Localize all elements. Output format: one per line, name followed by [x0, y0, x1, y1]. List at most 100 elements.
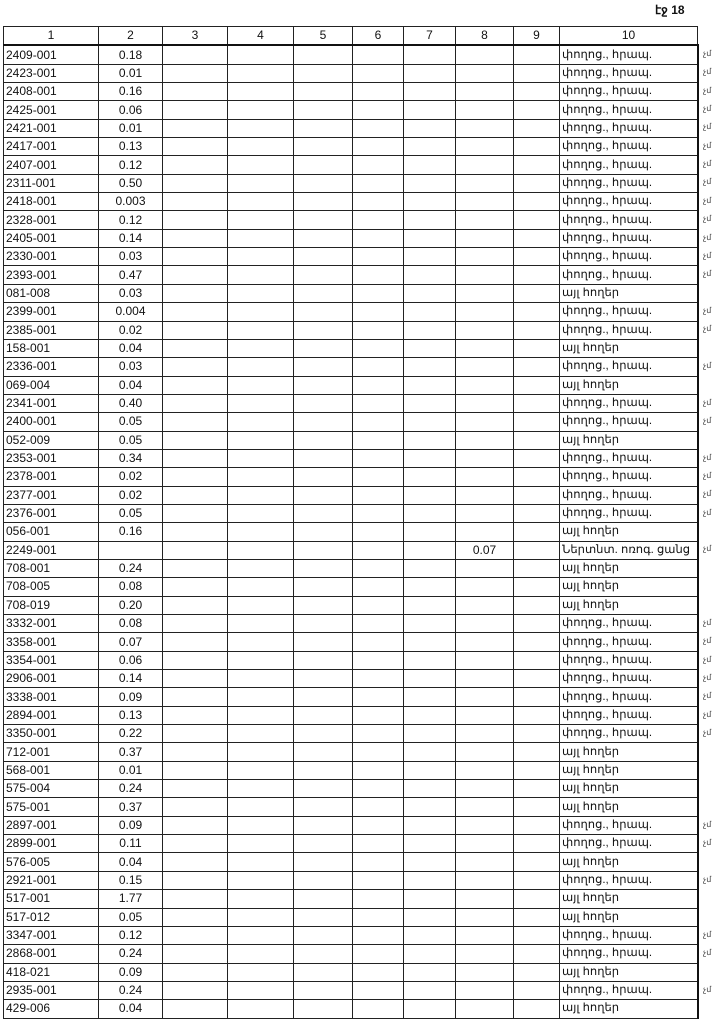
empty-cell [352, 485, 404, 505]
empty-cell [162, 467, 228, 487]
area-cell: 0.04 [98, 375, 163, 395]
empty-cell [227, 357, 294, 377]
empty-cell [513, 540, 560, 560]
land-type-cell: փողոց., հրապ. [559, 173, 699, 194]
empty-cell [352, 834, 404, 854]
area-cell: 0.18 [98, 44, 163, 65]
empty-cell [352, 999, 404, 1019]
value-cell [455, 613, 514, 634]
land-type-cell: փողոց., հրապ. [559, 815, 699, 836]
table-row: 2341-001 0.40 փողոց., հրապ. [3, 393, 699, 414]
area-cell: 0.13 [98, 705, 163, 726]
empty-cell [513, 779, 560, 799]
empty-cell [513, 485, 560, 505]
empty-cell [162, 815, 228, 836]
empty-cell [162, 155, 228, 175]
value-cell [455, 999, 514, 1019]
land-type-cell: փողոց., հրապ. [559, 228, 699, 249]
empty-cell [293, 760, 353, 781]
value-cell [455, 137, 514, 157]
land-type-cell: այլ հողեր [559, 375, 699, 395]
empty-cell [513, 63, 560, 84]
land-type-cell: այլ հողեր [559, 595, 699, 616]
empty-cell [513, 742, 560, 762]
parcel-code-cell: 2353-001 [3, 448, 99, 469]
empty-cell [162, 137, 228, 157]
land-type-cell: այլ հողեր [559, 889, 699, 909]
empty-cell [227, 283, 294, 304]
empty-cell [227, 724, 294, 744]
empty-cell [513, 834, 560, 854]
value-cell [455, 834, 514, 854]
table-row: 2353-001 0.34 փողոց., հրապ. [3, 448, 699, 469]
value-cell [455, 485, 514, 505]
table-row: 2405-001 0.14 փողոց., հրապ. [3, 228, 699, 249]
empty-cell [293, 393, 353, 414]
empty-cell [227, 687, 294, 707]
empty-cell [513, 650, 560, 671]
empty-cell [352, 632, 404, 652]
value-cell [455, 889, 514, 909]
parcel-code-cell: 069-004 [3, 375, 99, 395]
parcel-code-cell: 517-012 [3, 907, 99, 927]
empty-cell [162, 760, 228, 781]
margin-mark: չմ [703, 948, 712, 958]
table-row: 2423-001 0.01 փողոց., հրապ. [3, 63, 699, 84]
land-type-cell: փողոց., հրապ. [559, 448, 699, 469]
value-cell [455, 247, 514, 267]
value-cell [455, 852, 514, 872]
empty-cell [293, 999, 353, 1019]
value-cell [455, 173, 514, 194]
empty-cell [352, 980, 404, 1001]
land-type-cell: փողոց., հրապ. [559, 925, 699, 946]
table-row: 3354-001 0.06 փողոց., հրապ. [3, 650, 699, 671]
area-cell: 0.01 [98, 63, 163, 84]
empty-cell [403, 632, 456, 652]
margin-mark: չմ [703, 672, 712, 682]
land-type-cell: փողոց., հրապ. [559, 980, 699, 1001]
value-cell [455, 669, 514, 689]
empty-cell [403, 283, 456, 304]
parcel-code-cell: 2378-001 [3, 467, 99, 487]
parcel-code-cell: 2311-001 [3, 173, 99, 194]
empty-cell [227, 705, 294, 726]
empty-cell [162, 889, 228, 909]
value-cell [455, 63, 514, 84]
empty-cell [513, 999, 560, 1019]
empty-cell [352, 283, 404, 304]
column-header-10: 10 [559, 26, 698, 47]
empty-cell [403, 962, 456, 982]
margin-mark: չմ [703, 416, 712, 425]
empty-cell [293, 687, 353, 707]
table-row: 2378-001 0.02 փողոց., հրապ. [3, 467, 699, 487]
value-cell [455, 192, 514, 212]
empty-cell [293, 577, 353, 597]
value-cell [455, 742, 514, 762]
empty-cell [162, 613, 228, 634]
land-type-cell: փողոց., հրապ. [559, 834, 699, 854]
table-row: 2897-001 0.09 փողոց., հրապ. [3, 815, 699, 836]
empty-cell [162, 797, 228, 817]
margin-mark: չմ [703, 507, 712, 517]
empty-cell [162, 999, 228, 1019]
margin-mark: չմ [703, 360, 712, 370]
value-cell [455, 980, 514, 1001]
empty-cell [403, 540, 456, 560]
table-row: 2425-001 0.06 փողոց., հրապ. [3, 100, 699, 120]
land-type-cell: փողոց., հրապ. [559, 393, 699, 414]
empty-cell [227, 962, 294, 982]
empty-cell [352, 870, 404, 891]
empty-cell [513, 595, 560, 616]
empty-cell [403, 907, 456, 927]
parcel-code-cell: 2906-001 [3, 669, 99, 689]
area-cell: 0.08 [98, 613, 163, 634]
land-type-cell: փողոց., հրապ. [559, 63, 699, 84]
empty-cell [513, 320, 560, 340]
value-cell [455, 283, 514, 304]
empty-cell [403, 247, 456, 267]
value-cell [455, 962, 514, 982]
empty-cell [293, 742, 353, 762]
parcel-code-cell: 081-008 [3, 283, 99, 304]
empty-cell [227, 558, 294, 579]
empty-cell [513, 852, 560, 872]
